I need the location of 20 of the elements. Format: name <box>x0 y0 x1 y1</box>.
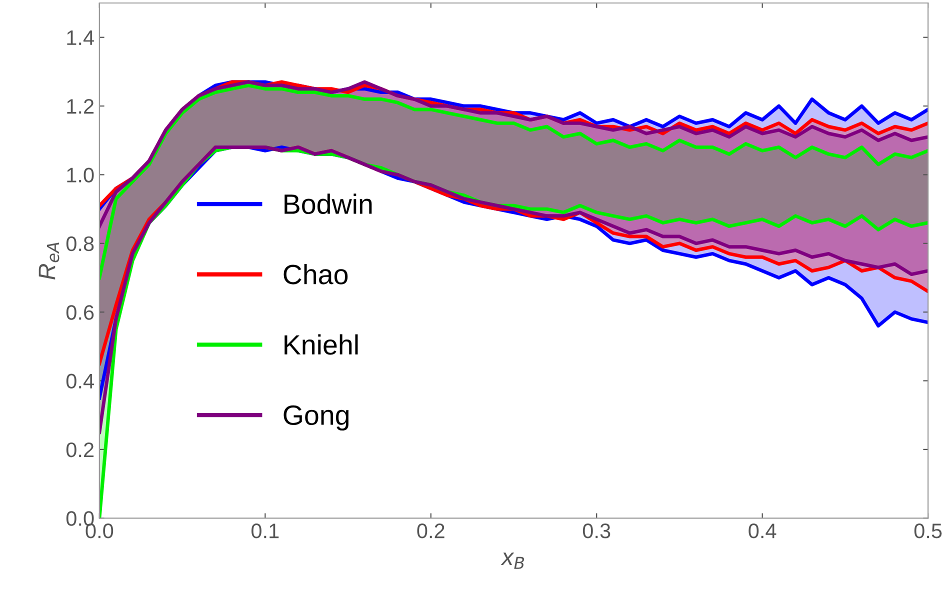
x-tick-label: 0.0 <box>86 524 114 538</box>
x-axis-title: x$_{B}$ <box>500 552 524 569</box>
y-tick-label: 1.0 <box>67 168 94 182</box>
x-tick-label: 0.4 <box>748 524 776 538</box>
y-tick-label: 0.6 <box>66 305 94 320</box>
y-tick-label: 0.2 <box>66 442 94 458</box>
legend-label: Kniehl <box>284 334 358 355</box>
x-tick-label: 0.3 <box>582 524 610 538</box>
legend-label: Bodwin <box>284 194 372 214</box>
y-tick-label: 0.8 <box>66 236 94 252</box>
y-tick-label: 0.0 <box>66 511 94 526</box>
x-tick-label: 0.1 <box>251 524 279 538</box>
x-tick-label: 0.5 <box>914 524 942 538</box>
x-tick-label: 0.2 <box>417 524 444 538</box>
y-tick-label: 0.4 <box>66 374 94 389</box>
legend-label: Gong <box>284 405 349 431</box>
y-tick-label: 1.2 <box>67 99 94 114</box>
y-axis-title: R$_{eA}$ <box>38 242 60 280</box>
legend-label: Chao <box>284 264 348 284</box>
y-tick-label: 1.4 <box>67 30 94 45</box>
